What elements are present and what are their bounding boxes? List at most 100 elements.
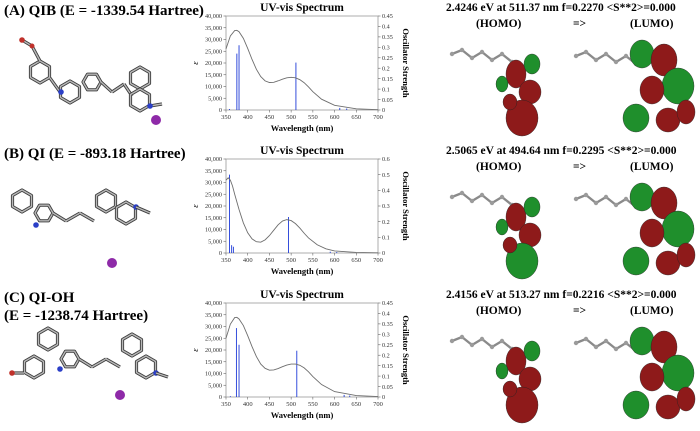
orbital-lobe (495, 218, 509, 236)
y2-tick-label: 0.6 (382, 156, 390, 163)
y2-tick-label: 0 (382, 107, 385, 114)
orbital-atom (613, 202, 619, 208)
nitrogen-atom (33, 222, 39, 228)
orbital-lobe (676, 99, 696, 125)
y2-axis-label: Oscillator Strength (401, 28, 410, 98)
x-tick-label: 500 (286, 401, 296, 408)
nitrogen-atom (57, 366, 63, 372)
x-tick-label: 700 (373, 114, 383, 121)
bond-highlight (49, 77, 61, 93)
orbital-lobe (523, 53, 541, 75)
bond-highlight (59, 80, 81, 104)
bond-highlight (111, 83, 125, 93)
orbital-renders (449, 326, 696, 424)
bond-highlight (60, 350, 80, 368)
y-tick-label: 20,000 (205, 60, 222, 67)
y-axis-label: ε (190, 204, 200, 208)
bond-highlight (79, 212, 95, 222)
y-tick-label: 15,000 (205, 72, 222, 79)
y2-tick-label: 0.1 (382, 86, 390, 93)
bond-highlight (82, 73, 102, 91)
orbital-atom (479, 192, 485, 198)
bond-highlight (52, 212, 67, 222)
orbital-lobe (505, 99, 539, 137)
orbital-lobe (639, 75, 665, 105)
iodide-atom (151, 115, 161, 125)
homo-label: (HOMO) (476, 305, 522, 317)
x-tick-label: 450 (265, 114, 275, 121)
iodide-atom (107, 258, 117, 268)
orbital-atom (499, 194, 505, 200)
orbital-atom (623, 340, 629, 346)
arrow-label: => (573, 161, 587, 173)
orbital-atom (603, 338, 609, 344)
x-tick-label: 400 (243, 114, 253, 121)
orbital-lobe (655, 394, 681, 420)
bond-highlight (129, 88, 151, 112)
orbital-atom (459, 190, 465, 196)
y-tick-label: 10,000 (205, 371, 222, 378)
y-tick-label: 25,000 (205, 48, 222, 55)
orbital-lobe (650, 330, 678, 364)
bond-highlight (34, 204, 54, 222)
bond-highlight (100, 81, 113, 93)
y-tick-label: 10,000 (205, 227, 222, 234)
orbital-lobe (629, 182, 655, 212)
orbital-lobe (505, 59, 527, 89)
y2-tick-label: 0.05 (382, 384, 393, 391)
y-tick-label: 5,000 (208, 238, 222, 245)
bond-highlight (121, 333, 143, 357)
row-label-line: (C) QI-OH (4, 290, 75, 306)
y2-tick-label: 0.4 (382, 188, 390, 195)
orbital-atom (489, 344, 495, 350)
y-tick-label: 35,000 (205, 312, 222, 319)
chart-title: UV-vis Spectrum (260, 2, 344, 14)
bond-highlight (135, 355, 157, 379)
orbital-atom (449, 194, 455, 200)
y2-tick-label: 0.4 (382, 311, 390, 318)
bond-highlight (155, 372, 169, 378)
orbital-lobe (639, 218, 665, 248)
bond-highlight (23, 355, 45, 379)
orbital-atom (623, 196, 629, 202)
orbital-atom (499, 51, 505, 57)
orbital-lobe (505, 242, 539, 280)
row-label: (C) QI-OH (E = -1238.74 Hartree) (4, 289, 148, 325)
transition-caption: 2.4156 eV at 513.27 nm f=0.2216 <S**2>=0… (446, 289, 677, 301)
x-tick-label: 550 (308, 114, 318, 121)
y2-axis-label: Oscillator Strength (401, 171, 410, 241)
bond-highlight (135, 206, 151, 214)
y-tick-label: 5,000 (208, 95, 222, 102)
plot-frame (225, 302, 379, 398)
molecule-structure (19, 37, 163, 125)
homo-label: (HOMO) (476, 161, 522, 173)
y2-tick-label: 0.35 (382, 321, 393, 328)
transition-caption: 2.4246 eV at 511.37 nm f=0.2270 <S**2>=0… (446, 2, 676, 14)
y-tick-label: 15,000 (205, 359, 222, 366)
orbital-lobe (661, 67, 695, 105)
bond-highlight (37, 327, 59, 351)
orbital-renders (449, 182, 696, 280)
x-tick-label: 450 (265, 401, 275, 408)
bond-highlight (65, 212, 81, 222)
orbital-lobe (676, 242, 696, 268)
x-tick-label: 700 (373, 401, 383, 408)
y-tick-label: 40,000 (205, 13, 222, 20)
chart-title: UV-vis Spectrum (260, 145, 344, 157)
y2-tick-label: 0.3 (382, 45, 390, 52)
iodide-atom (115, 390, 125, 400)
bond-highlight (115, 201, 137, 225)
oxygen-atom (9, 370, 15, 376)
y-tick-label: 15,000 (205, 215, 222, 222)
y2-tick-label: 0.05 (382, 97, 393, 104)
row-label-line: (E = -1238.74 Hartree) (4, 308, 149, 324)
orbital-lobe (495, 75, 509, 93)
homo-label: (HOMO) (476, 18, 522, 30)
orbital-lobe (655, 107, 681, 133)
x-axis-label: Wavelength (nm) (271, 123, 334, 133)
y2-tick-label: 0.15 (382, 76, 393, 83)
row-qi: (B) QI (E = -893.18 Hartree) UV-vis Spec… (0, 143, 700, 283)
y-tick-label: 20,000 (205, 203, 222, 210)
nitrogen-atom (58, 89, 64, 95)
